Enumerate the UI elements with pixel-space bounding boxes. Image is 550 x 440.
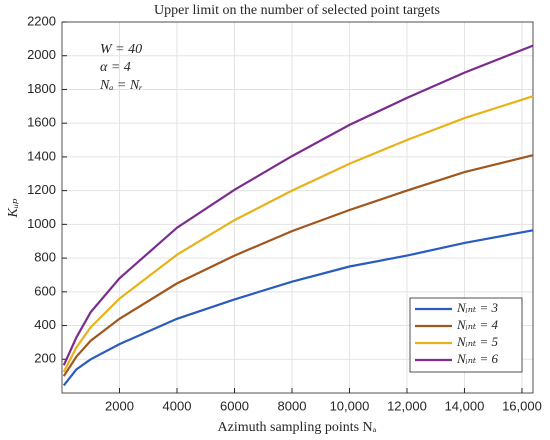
x-tick-label: 10,000: [330, 398, 370, 413]
y-axis-label: Kᵤₚ: [6, 198, 21, 218]
y-tick-label: 1800: [27, 81, 56, 96]
y-tick-label: 1400: [27, 148, 56, 163]
x-tick-label: 16,000: [502, 398, 542, 413]
plot-frame: [61, 21, 534, 394]
x-tick-label: 8000: [278, 398, 307, 413]
legend-label: Nᵢₙₜ = 5: [456, 334, 498, 349]
series-line: [62, 229, 534, 387]
legend-label: Nᵢₙₜ = 3: [456, 300, 498, 315]
legend-label: Nᵢₙₜ = 6: [456, 351, 498, 366]
y-tick-label: 200: [34, 351, 56, 366]
series-line: [62, 44, 534, 366]
annotation: W = 40: [100, 42, 142, 57]
x-tick-label: 2000: [105, 398, 134, 413]
y-tick-label: 2000: [27, 47, 56, 62]
annotation: α = 4: [100, 60, 131, 75]
x-tick-label: 6000: [220, 398, 249, 413]
legend-box: [409, 297, 523, 373]
series-line: [62, 95, 534, 373]
x-tick-label: 14,000: [445, 398, 485, 413]
x-axis-label: Azimuth sampling points Nₐ: [218, 420, 377, 435]
chart-title: Upper limit on the number of selected po…: [154, 3, 440, 18]
series-line: [62, 154, 534, 377]
annotation: Nₐ = Nᵣ: [99, 78, 143, 93]
y-tick-label: 1000: [27, 216, 56, 231]
y-tick-label: 1200: [27, 182, 56, 197]
y-tick-label: 800: [34, 250, 56, 265]
x-tick-label: 4000: [163, 398, 192, 413]
x-tick-label: 12,000: [387, 398, 427, 413]
y-tick-label: 2200: [27, 13, 56, 28]
y-tick-label: 1600: [27, 115, 56, 130]
y-tick-label: 400: [34, 317, 56, 332]
legend-label: Nᵢₙₜ = 4: [456, 317, 498, 332]
y-tick-label: 600: [34, 283, 56, 298]
